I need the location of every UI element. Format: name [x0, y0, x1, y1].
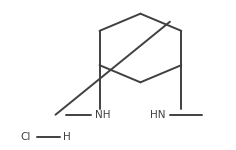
Text: NH: NH — [95, 110, 110, 120]
Text: H: H — [63, 132, 71, 141]
Text: Cl: Cl — [21, 132, 31, 141]
Text: HN: HN — [150, 110, 166, 120]
